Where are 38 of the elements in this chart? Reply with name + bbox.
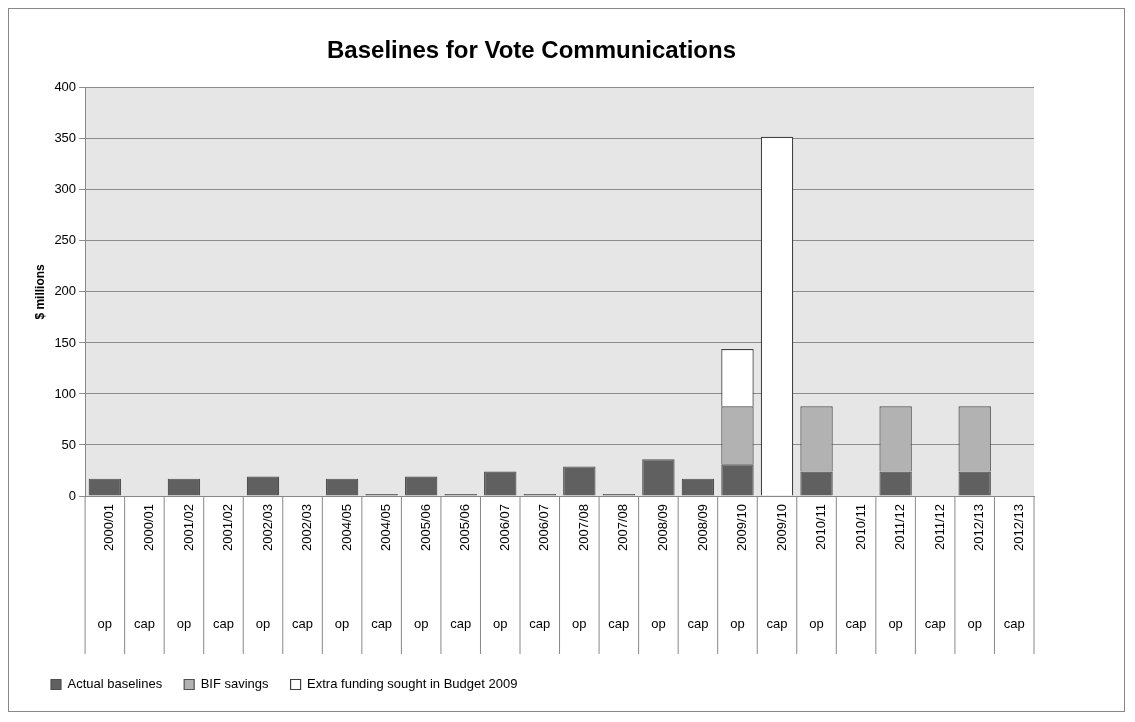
category-label: 2007/08 cap <box>608 504 631 631</box>
category-label: 2012/13 cap <box>1003 504 1026 631</box>
category-label: 2008/09 cap <box>687 504 710 631</box>
y-tick-label: 350 <box>54 130 77 146</box>
y-tick-label: 300 <box>54 181 77 197</box>
category-label: 2006/07 cap <box>529 504 552 631</box>
category-label: 2002/03 op <box>255 504 275 631</box>
category-label: 2007/08 op <box>572 504 591 631</box>
legend-label: Extra funding sought in Budget 2009 <box>307 676 518 692</box>
y-tick-label: 100 <box>54 385 77 401</box>
category-label: 2009/10 op <box>730 504 750 631</box>
legend-label: Actual baselines <box>67 676 163 692</box>
category-label: 2004/05 cap <box>371 504 394 631</box>
y-axis-title: $ millions <box>32 263 47 320</box>
category-label: 2006/07 op <box>493 504 512 631</box>
category-label: 2005/06 cap <box>450 504 473 631</box>
y-tick-label: 50 <box>61 436 77 452</box>
category-label: 2000/01 op <box>97 504 117 631</box>
category-label: 2000/01 cap <box>133 504 156 631</box>
category-label: 2001/02 op <box>176 504 196 631</box>
y-tick-label: 150 <box>54 334 77 350</box>
category-label: 2010/11 cap <box>845 504 868 631</box>
category-label: 2011/12 cap <box>924 504 947 631</box>
category-label: 2005/06 op <box>413 504 433 631</box>
category-label: 2010/11 op <box>809 504 829 631</box>
category-label: 2001/02 cap <box>212 504 236 631</box>
y-tick-label: 200 <box>54 283 77 299</box>
category-label: 2008/09 op <box>651 504 670 631</box>
y-tick-label: 250 <box>54 232 77 248</box>
y-tick-label: 400 <box>54 79 77 95</box>
y-tick-label: 0 <box>68 487 77 503</box>
chart-title: Baselines for Vote Communications <box>327 36 736 64</box>
category-label: 2011/12 op <box>888 504 908 631</box>
category-label: 2009/10 cap <box>766 504 789 631</box>
legend-label: BIF savings <box>200 676 270 692</box>
category-label: 2012/13 op <box>967 504 987 631</box>
category-label: 2004/05 op <box>334 504 354 631</box>
category-label: 2002/03 cap <box>292 504 315 631</box>
